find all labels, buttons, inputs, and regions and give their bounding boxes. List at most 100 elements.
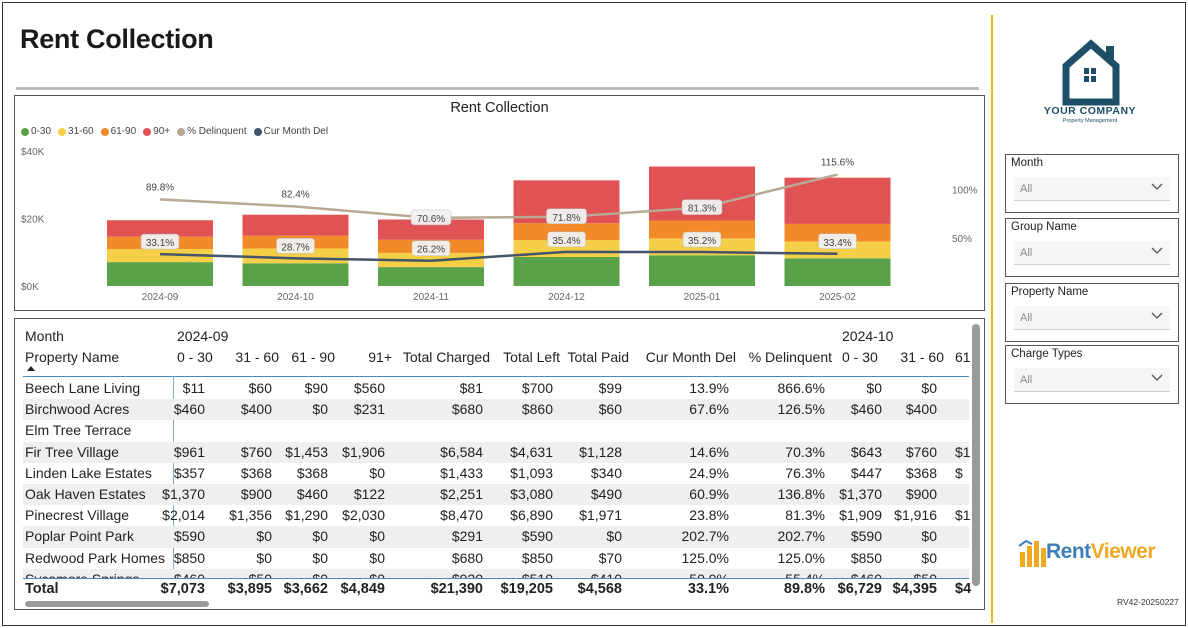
side-divider: [991, 15, 993, 623]
value-cell: $60: [248, 380, 272, 396]
slicer-dropdown[interactable]: All: [1014, 368, 1170, 392]
value-cell: $590: [521, 528, 553, 545]
legend-item[interactable]: 31-60: [58, 126, 94, 137]
chevron-down-icon: [1151, 374, 1163, 381]
value-cell: $6,890: [510, 507, 553, 524]
data-label: 115.6%: [821, 158, 854, 169]
value-cell: 81.3%: [785, 507, 825, 524]
value-cell: $0: [256, 528, 272, 545]
value-cell: $357: [173, 464, 205, 481]
value-cell: $21,390: [430, 581, 483, 597]
table-row[interactable]: Beech Lane Living $11 $60 $90 $560 $81 $700 $99…: [23, 378, 969, 399]
bar-segment: [107, 248, 213, 263]
legend-label: 31-60: [68, 126, 94, 137]
value-cell: $2,030: [342, 507, 385, 524]
column-header[interactable]: Total Left: [503, 349, 560, 365]
value-cell: $81: [459, 380, 483, 396]
value-cell: 24.9%: [689, 464, 729, 481]
value-cell: $8,470: [440, 507, 483, 524]
slicer-label: Group Name: [1011, 221, 1077, 233]
property-name-cell: Oak Haven Estates: [25, 485, 146, 502]
slicer-group-name: Group Name All: [1005, 218, 1179, 277]
table-row[interactable]: Redwood Park Homes $850 $0 $0 $0 $680 $850 $70 1…: [23, 548, 969, 569]
column-header[interactable]: 61 - 90: [291, 349, 335, 365]
column-header[interactable]: Total Charged: [402, 349, 490, 365]
y-left-tick-label: $20K: [21, 215, 45, 226]
bar-segment: [378, 219, 484, 240]
legend-item[interactable]: Cur Month Del: [253, 126, 328, 137]
wordmark-part-viewer: Viewer: [1090, 540, 1156, 563]
legend-item[interactable]: 90+: [143, 126, 170, 137]
rent-matrix-table[interactable]: Month 2024-09 2024-10 Property Name 0 - …: [14, 318, 985, 610]
value-cell: $400: [240, 401, 272, 418]
legend-item[interactable]: % Delinquent: [177, 126, 247, 137]
column-header[interactable]: 31 - 60: [900, 349, 944, 365]
data-label: 35.4%: [552, 236, 580, 247]
value-cell: $680: [451, 401, 483, 418]
data-label: 81.3%: [688, 204, 716, 215]
legend-item[interactable]: 61-90: [100, 126, 136, 137]
month-group-header[interactable]: 2024-10: [842, 328, 894, 344]
table-body: Beech Lane Living $11 $60 $90 $560 $81 $700 $99…: [23, 378, 971, 590]
value-cell: $2,251: [440, 485, 483, 502]
value-cell: $3,662: [283, 581, 328, 597]
table-row[interactable]: Pinecrest Village $2,014 $1,356 $1,290 $2,03…: [23, 505, 971, 526]
table-row[interactable]: Fir Tree Village $961 $760 $1,453 $1,906 $6,5…: [23, 441, 971, 463]
column-header[interactable]: 0 - 30: [842, 349, 878, 365]
x-tick-label: 2024-10: [277, 292, 314, 303]
value-cell: $70: [598, 549, 622, 566]
month-group-header[interactable]: 2024-09: [177, 328, 229, 344]
column-header[interactable]: 61: [955, 349, 971, 365]
column-header[interactable]: 91+: [368, 349, 392, 365]
property-name-header[interactable]: Property Name: [25, 349, 120, 365]
x-tick-label: 2024-12: [548, 292, 585, 303]
column-header[interactable]: Total Paid: [567, 349, 629, 365]
value-cell: $0: [921, 549, 937, 566]
value-cell: 76.3%: [785, 464, 825, 481]
table-row[interactable]: Linden Lake Estates $357 $368 $368 $0 $1,433 $…: [23, 463, 969, 484]
table-row[interactable]: Oak Haven Estates $1,370 $900 $460 $122 $2,25…: [23, 483, 969, 506]
value-cell: $368: [296, 464, 328, 481]
chart-legend[interactable]: 0-30 31-60 61-90 90+ % Delinquent Cur Month D…: [21, 126, 328, 137]
month-row-header: Month: [25, 328, 64, 344]
table-row[interactable]: Poplar Point Park $590 $0 $0 $0 $291 $590 $0 202…: [23, 526, 969, 548]
value-cell: $1,906: [342, 443, 385, 460]
value-cell: 125.0%: [777, 549, 825, 566]
x-tick-label: 2024-11: [413, 292, 449, 303]
header-divider: [23, 376, 969, 377]
value-cell: $7,073: [160, 581, 205, 597]
value-cell: $0: [312, 528, 328, 545]
slicer-dropdown[interactable]: All: [1014, 177, 1170, 201]
value-cell: $590: [173, 528, 205, 545]
column-header[interactable]: 0 - 30: [177, 349, 213, 365]
property-name-cell: Fir Tree Village: [25, 443, 119, 460]
value-cell: 60.9%: [689, 485, 729, 502]
data-label: 33.4%: [823, 238, 851, 249]
value-cell: $: [955, 464, 963, 481]
table-row[interactable]: Elm Tree Terrace: [23, 420, 969, 441]
data-label: 35.2%: [688, 236, 716, 247]
rent-collection-chart[interactable]: $40K $20K $0K 100% 50% 2024-09 2024-10 2024-11 2…: [14, 95, 985, 311]
legend-item[interactable]: 0-30: [21, 126, 51, 137]
company-logo: [1036, 38, 1146, 128]
column-header[interactable]: Cur Month Del: [645, 349, 736, 365]
horizontal-scrollbar[interactable]: [25, 601, 209, 607]
slicer-dropdown[interactable]: All: [1014, 306, 1170, 330]
column-header[interactable]: % Delinquent: [748, 349, 832, 365]
value-cell: $700: [521, 380, 553, 396]
data-label-box: [140, 233, 180, 250]
table-row[interactable]: Birchwood Acres $460 $400 $0 $231 $680 $860 $60…: [23, 399, 969, 421]
vertical-scrollbar[interactable]: [972, 324, 980, 586]
slicer-dropdown[interactable]: All: [1014, 241, 1170, 265]
column-header[interactable]: 31 - 60: [235, 349, 279, 365]
legend-marker: [143, 127, 152, 136]
bar-segment: [107, 220, 213, 237]
value-cell: 126.5%: [777, 401, 825, 418]
value-cell: $60: [598, 401, 622, 418]
data-label-box: [818, 233, 857, 250]
bar-segment: [784, 258, 891, 286]
value-cell: 125.0%: [681, 549, 729, 566]
sort-ascending-icon[interactable]: [27, 366, 35, 371]
x-tick-label: 2025-02: [819, 292, 856, 303]
company-name: YOUR COMPANY: [1043, 105, 1137, 117]
